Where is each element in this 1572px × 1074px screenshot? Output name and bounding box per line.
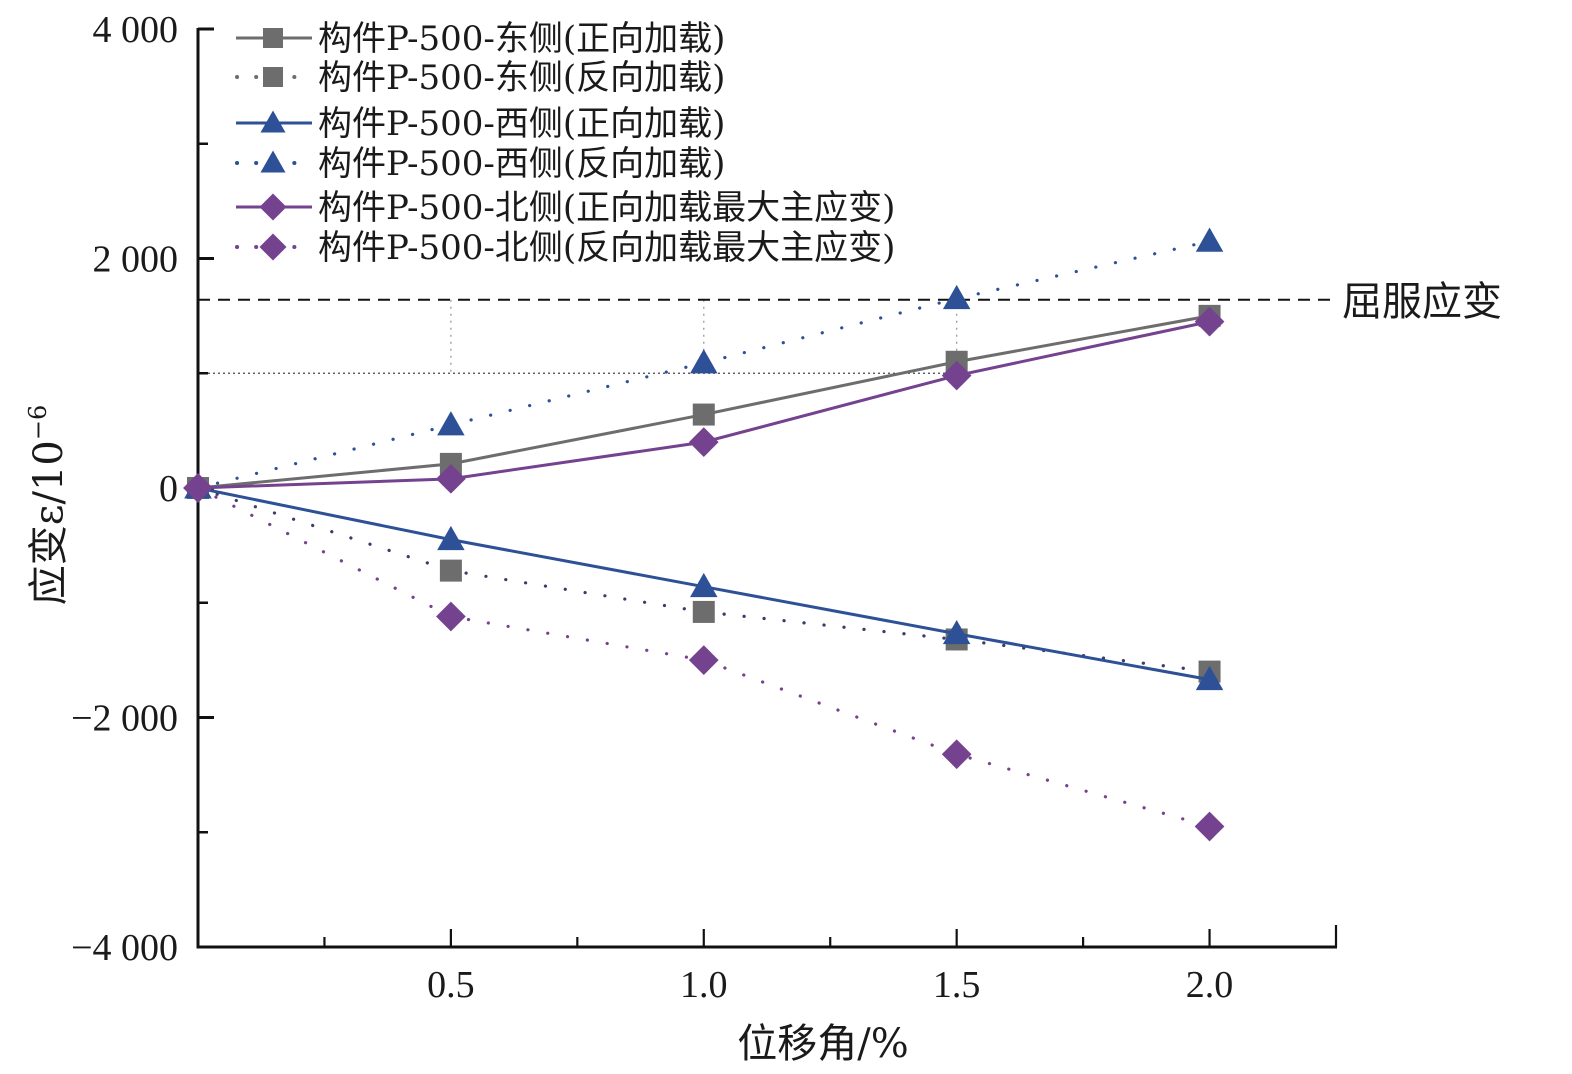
y-tick-label: −4 000 xyxy=(71,927,178,969)
data-point-diamond xyxy=(436,463,466,494)
data-point-diamond xyxy=(1194,306,1225,337)
legend-label: 构件P-500-北侧(正向加载最大主应变) xyxy=(318,188,895,228)
yield-strain-label: 屈服应变 xyxy=(1342,279,1502,325)
data-point-diamond xyxy=(1194,811,1225,842)
y-tick-label: 2 000 xyxy=(93,239,179,281)
series-line xyxy=(196,314,1212,490)
y-axis-title-group: 应变ε/10−6 xyxy=(24,405,72,606)
reference-lines xyxy=(198,298,1336,374)
y-axis-title-main: 应变ε/10 xyxy=(26,440,72,605)
legend-label: 构件P-500-东侧(反向加载) xyxy=(318,58,725,98)
legend-item-5: 构件P-500-北侧(反向加载最大主应变) xyxy=(235,228,895,268)
x-tick-label: 1.0 xyxy=(680,964,728,1006)
series-5 xyxy=(183,473,1225,842)
legend-label: 构件P-500-西侧(反向加载) xyxy=(318,144,725,184)
y-tick-label: −2 000 xyxy=(71,698,178,740)
x-tick-label: 2.0 xyxy=(1186,964,1234,1006)
legend-marker-square xyxy=(263,67,283,87)
legend-label: 构件P-500-西侧(正向加载) xyxy=(318,104,725,144)
axes xyxy=(196,27,1338,949)
data-point-triangle xyxy=(437,411,465,436)
data-point-diamond xyxy=(688,427,719,457)
data-point-triangle xyxy=(942,619,971,645)
data-point-triangle xyxy=(1195,665,1224,691)
data-point-triangle xyxy=(1195,227,1224,252)
data-point-square xyxy=(692,403,715,426)
x-tick-label: 0.5 xyxy=(427,964,475,1006)
data-point-triangle xyxy=(942,284,971,310)
data-point-triangle xyxy=(437,525,465,551)
series-group xyxy=(183,227,1225,842)
data-point-diamond xyxy=(183,473,213,503)
x-tick-label: 1.5 xyxy=(933,964,981,1006)
series-3 xyxy=(184,227,1224,499)
guide-lines xyxy=(450,299,958,374)
legend-marker-square xyxy=(263,28,283,48)
legend-marker-triangle xyxy=(260,110,286,133)
legend-item-4: 构件P-500-北侧(正向加载最大主应变) xyxy=(236,188,895,228)
data-point-diamond xyxy=(941,360,972,391)
legend-item-3: 构件P-500-西侧(反向加载) xyxy=(235,144,725,184)
legend-marker-diamond xyxy=(259,193,287,221)
data-point-square xyxy=(439,559,462,582)
y-tick-label: 0 xyxy=(159,468,178,510)
legend-item-2: 构件P-500-西侧(正向加载) xyxy=(236,104,725,144)
y-tick-labels: 4 000 2 000 0 −2 000 −4 000 xyxy=(71,9,178,969)
data-point-square xyxy=(439,452,462,475)
y-axis-title: 应变ε/10−6 xyxy=(24,405,72,606)
x-axis-title: 位移角/% xyxy=(737,1021,908,1067)
y-axis-title-exponent: −6 xyxy=(24,405,52,440)
legend-item-0: 构件P-500-东侧(正向加载) xyxy=(236,19,725,59)
y-tick-label: 4 000 xyxy=(93,9,179,51)
legend-marker-diamond xyxy=(259,233,287,261)
legend-label: 构件P-500-东侧(正向加载) xyxy=(318,19,725,59)
data-point-diamond xyxy=(941,739,972,770)
x-tick-labels: 0.5 1.0 1.5 2.0 xyxy=(427,964,1233,1006)
legend-label: 构件P-500-北侧(反向加载最大主应变) xyxy=(318,228,895,268)
data-point-triangle xyxy=(690,349,718,374)
data-point-diamond xyxy=(688,645,719,675)
data-point-square xyxy=(692,600,715,623)
data-point-diamond xyxy=(436,601,466,632)
legend: 构件P-500-东侧(正向加载)构件P-500-东侧(反向加载) 构件P-500-… xyxy=(235,19,895,268)
data-point-triangle xyxy=(690,572,718,598)
legend-item-1: 构件P-500-东侧(反向加载) xyxy=(235,58,725,98)
series-0 xyxy=(187,304,1221,499)
legend-marker-triangle xyxy=(260,150,286,173)
